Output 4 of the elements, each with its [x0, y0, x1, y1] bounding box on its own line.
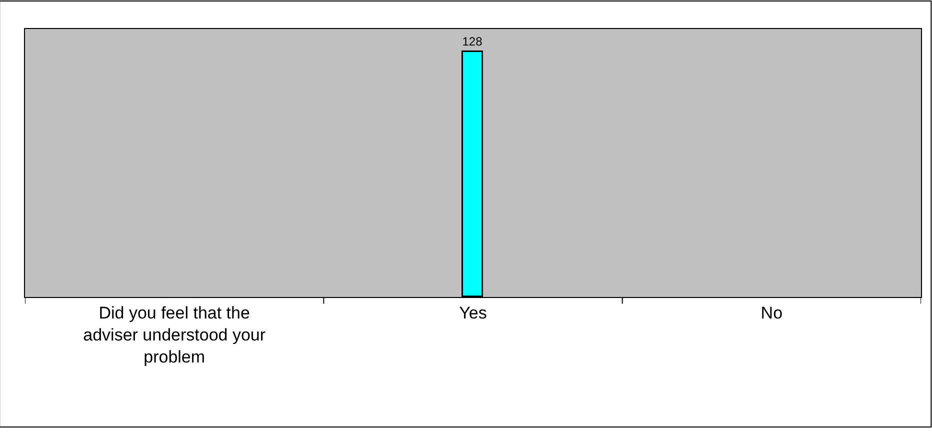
data-label: 128	[462, 34, 483, 48]
x-tick-label: Did you feel that the adviser understood your problem	[83, 303, 266, 367]
x-tick-label: Yes	[459, 303, 487, 322]
x-tick-label: No	[760, 303, 783, 322]
